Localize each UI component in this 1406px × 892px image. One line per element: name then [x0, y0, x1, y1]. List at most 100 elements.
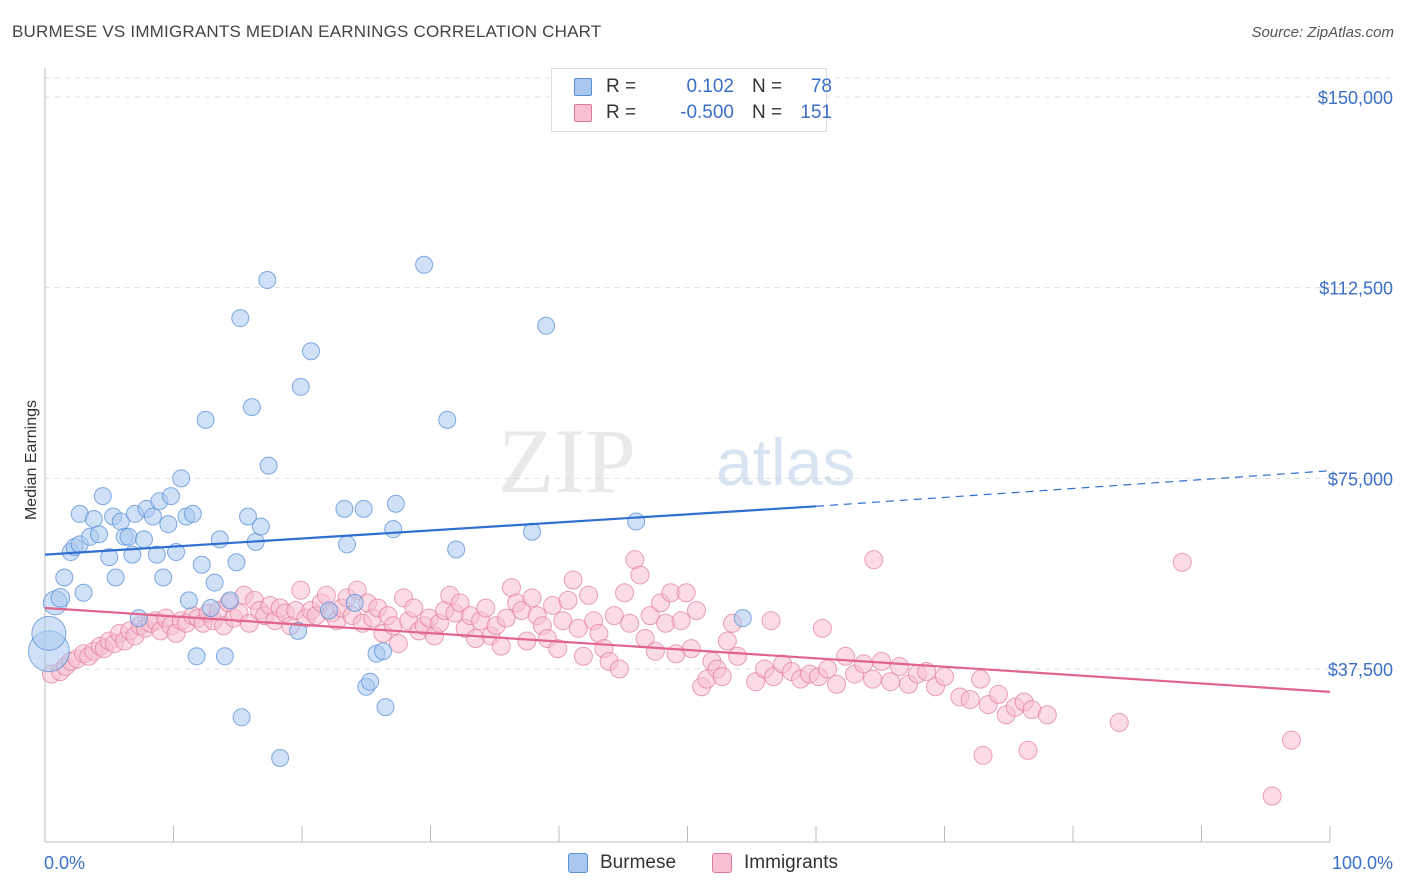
- burmese-point: [415, 255, 434, 274]
- immigrants-point: [609, 659, 629, 679]
- legend-n-label: N =: [752, 76, 783, 97]
- immigrants-point: [935, 667, 954, 687]
- immigrants-point: [316, 585, 336, 605]
- legend-swatch-burmese: [574, 78, 592, 96]
- burmese-point: [291, 377, 310, 396]
- burmese-point: [119, 527, 138, 546]
- burmese-point: [232, 708, 251, 727]
- y-tick-label: $112,500: [1319, 279, 1393, 299]
- immigrants-point: [239, 613, 259, 633]
- immigrants-point: [291, 580, 311, 600]
- immigrants-trend-line: [44, 606, 1331, 693]
- burmese-point: [154, 568, 173, 587]
- immigrants-point: [615, 583, 635, 603]
- immigrants-point: [1281, 730, 1301, 750]
- immigrants-point: [728, 646, 748, 666]
- axes: [44, 68, 1331, 843]
- burmese-point: [354, 499, 373, 518]
- immigrants-point: [681, 639, 701, 659]
- immigrants-point: [864, 550, 884, 570]
- burmese-point: [210, 530, 229, 549]
- burmese-point: [239, 507, 258, 526]
- burmese-point: [345, 593, 364, 612]
- immigrants-point: [553, 611, 573, 631]
- immigrants-point: [960, 690, 980, 710]
- immigrants-point: [568, 618, 588, 638]
- immigrants-point: [640, 606, 660, 626]
- legend-r-value: -0.500: [680, 102, 734, 123]
- immigrants-point: [450, 593, 470, 613]
- immigrants-point: [1037, 705, 1057, 725]
- immigrants-point: [890, 656, 910, 676]
- burmese-point: [143, 507, 162, 526]
- burmese-point: [179, 591, 198, 610]
- burmese-trend-extension: [815, 470, 1331, 507]
- legend-swatch-immigrants: [574, 104, 592, 122]
- immigrants-points: [41, 550, 1301, 806]
- burmese-point: [50, 587, 71, 608]
- immigrants-point: [988, 684, 1008, 704]
- burmese-point: [259, 456, 278, 475]
- immigrants-point: [522, 588, 542, 608]
- burmese-point: [172, 469, 191, 488]
- burmese-point: [242, 398, 261, 417]
- source-label: Source: ZipAtlas.com: [1251, 24, 1394, 41]
- immigrants-point: [1109, 712, 1129, 732]
- bottom-legend-immigrants[interactable]: Immigrants: [712, 852, 838, 874]
- legend-row-immigrants: R = -0.500 N = 151: [574, 101, 832, 125]
- watermark-zip: ZIP: [498, 410, 636, 512]
- immigrants-point: [686, 601, 706, 621]
- burmese-point: [337, 535, 356, 554]
- immigrants-point: [517, 631, 537, 651]
- burmese-point: [129, 609, 148, 628]
- burmese-point: [251, 517, 270, 536]
- y-tick-labels: $37,500 $75,000 $112,500 $150,000: [1318, 88, 1393, 680]
- immigrants-point: [645, 641, 665, 661]
- burmese-point: [167, 543, 186, 562]
- burmese-point: [106, 568, 125, 587]
- y-tick-label: $37,500: [1328, 660, 1393, 680]
- burmese-point: [438, 410, 457, 429]
- bottom-legend: Burmese Immigrants: [0, 852, 1406, 874]
- burmese-point: [733, 609, 752, 628]
- legend-r-label: R =: [606, 102, 637, 123]
- burmese-point: [301, 342, 320, 361]
- burmese-point: [335, 499, 354, 518]
- burmese-point: [361, 672, 380, 691]
- burmese-point: [523, 522, 542, 541]
- burmese-point: [447, 540, 466, 559]
- y-tick-label: $75,000: [1328, 469, 1393, 489]
- burmese-point: [221, 591, 240, 610]
- legend: R = 0.102 N = 78 R = -0.500 N = 151: [551, 68, 832, 132]
- x-tick-label: 0.0%: [44, 853, 85, 873]
- burmese-points: [27, 255, 752, 767]
- burmese-point: [89, 525, 108, 544]
- immigrants-point: [476, 598, 496, 618]
- y-tick-label: $150,000: [1318, 88, 1393, 108]
- immigrants-point: [563, 570, 583, 590]
- burmese-point: [74, 583, 93, 602]
- burmese-point: [187, 647, 206, 666]
- watermark-atlas: atlas: [716, 425, 855, 499]
- bottom-legend-burmese[interactable]: Burmese: [568, 852, 676, 874]
- burmese-point: [161, 487, 180, 506]
- burmese-point: [319, 601, 338, 620]
- burmese-point: [227, 553, 246, 572]
- immigrants-point: [761, 611, 781, 631]
- immigrants-point: [917, 662, 937, 682]
- burmese-point: [93, 487, 112, 506]
- bottom-legend-label: Immigrants: [744, 852, 838, 873]
- immigrants-point: [630, 565, 650, 585]
- burmese-point: [55, 568, 74, 587]
- immigrants-point: [712, 667, 732, 687]
- legend-r-label: R =: [606, 76, 637, 97]
- immigrants-point: [827, 674, 847, 694]
- bottom-legend-label: Burmese: [600, 852, 677, 873]
- burmese-point: [231, 309, 250, 328]
- burmese-point: [100, 548, 119, 567]
- immigrants-point: [812, 618, 832, 638]
- burmese-trend-line: [44, 505, 817, 556]
- burmese-point: [258, 271, 277, 290]
- burmese-point: [537, 316, 556, 335]
